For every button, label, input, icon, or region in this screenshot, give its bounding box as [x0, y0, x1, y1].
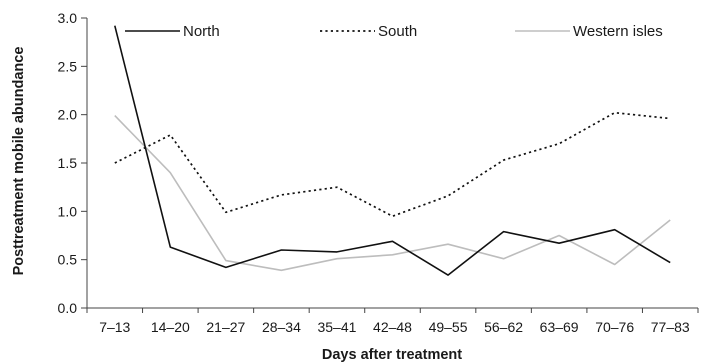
x-tick-label: 14–20	[151, 319, 190, 335]
y-axis-title: Posttreatment mobile abundance	[11, 47, 27, 276]
x-tick-label: 7–13	[99, 319, 130, 335]
series-line-north	[114, 25, 671, 276]
axes	[86, 18, 698, 309]
series-line-south	[114, 111, 671, 218]
x-tick-label: 70–76	[595, 319, 634, 335]
x-tick-label: 42–48	[373, 319, 412, 335]
legend-label-north: North	[183, 23, 220, 40]
y-ticks: 0.0 0.5 1.0 1.5 2.0 2.5 3.0	[58, 10, 87, 316]
x-tick-label: 28–34	[262, 319, 301, 335]
y-tick-label: 1.5	[58, 155, 78, 171]
x-ticks: 7–13 14–20 21–27 28–34 35–41 42–48 49–55 56–62 6…	[86, 308, 699, 335]
y-tick-label: 3.0	[58, 10, 78, 26]
x-tick-label: 56–62	[484, 319, 523, 335]
legend-label-western-isles: Western isles	[573, 23, 663, 40]
legend: North South Western isles	[125, 23, 663, 40]
y-tick-label: 0.5	[58, 252, 78, 268]
x-tick-label: 49–55	[429, 319, 468, 335]
series-layer	[114, 25, 671, 276]
legend-label-south: South	[378, 23, 417, 40]
y-tick-label: 2.5	[58, 58, 78, 74]
x-axis-title: Days after treatment	[322, 347, 462, 363]
x-tick-label: 21–27	[206, 319, 245, 335]
x-tick-label: 77–83	[651, 319, 690, 335]
y-tick-label: 2.0	[58, 107, 78, 123]
x-tick-label: 35–41	[317, 319, 356, 335]
y-tick-label: 0.0	[58, 300, 78, 316]
y-tick-label: 1.0	[58, 203, 78, 219]
x-tick-label: 63–69	[540, 319, 579, 335]
series-line-western-isles	[114, 115, 671, 272]
